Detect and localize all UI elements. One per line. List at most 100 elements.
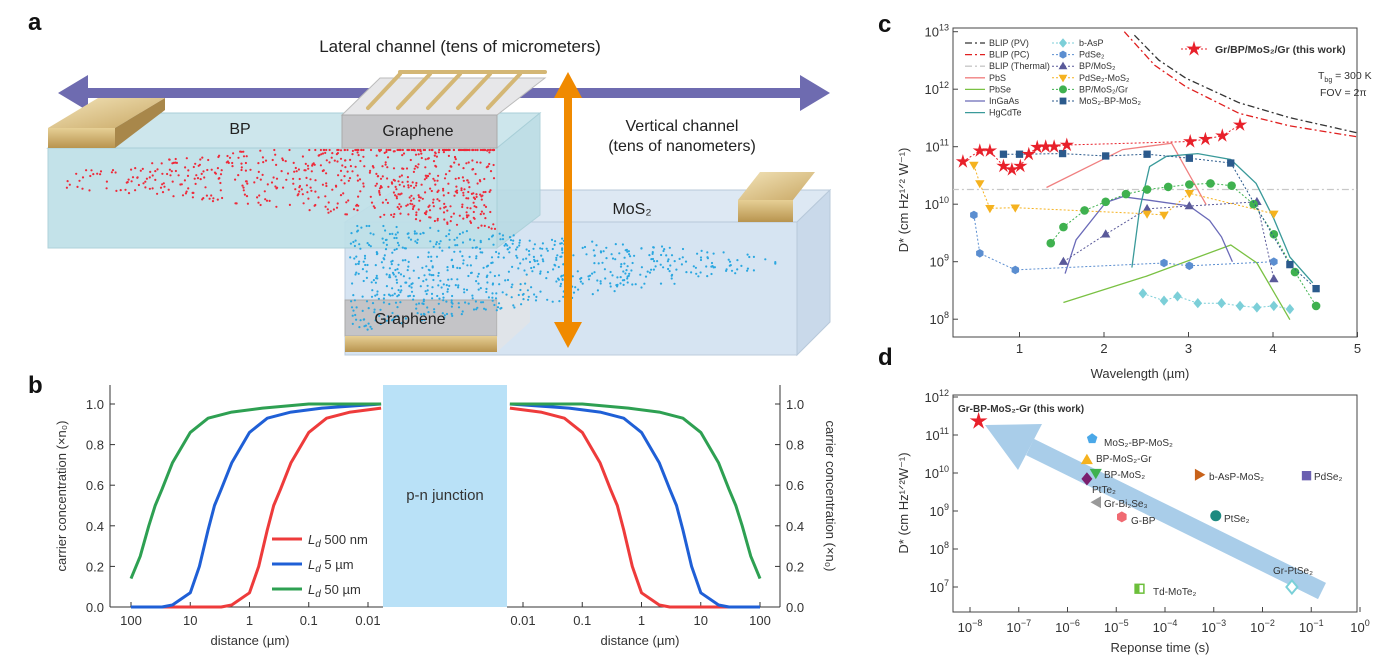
- hole-dot: [324, 205, 327, 208]
- series-connector: [1050, 182, 1317, 307]
- electron-dot: [426, 289, 429, 292]
- electron-dot: [373, 308, 376, 311]
- electron-dot: [396, 268, 399, 271]
- hole-dot: [435, 155, 438, 158]
- electron-dot: [599, 282, 602, 285]
- electron-dot: [572, 291, 576, 294]
- hole-dot: [428, 209, 432, 212]
- hole-dot: [424, 158, 427, 161]
- hole-dot: [195, 174, 198, 177]
- electron-dot: [517, 267, 520, 270]
- hole-dot: [193, 177, 196, 180]
- electron-dot: [405, 281, 408, 284]
- electron-dot: [518, 244, 521, 247]
- electron-dot: [483, 307, 486, 310]
- electron-dot: [560, 255, 563, 258]
- hole-dot: [139, 169, 142, 172]
- hole-dot: [415, 213, 418, 217]
- hole-dot: [411, 181, 414, 184]
- hole-dot: [398, 207, 401, 210]
- hole-dot: [327, 201, 330, 204]
- hole-dot: [281, 159, 285, 162]
- electron-dot: [410, 290, 414, 293]
- electron-dot: [355, 255, 358, 258]
- hole-dot: [389, 148, 392, 152]
- star-marker: [1215, 128, 1230, 142]
- electron-dot: [517, 293, 520, 297]
- lateral-channel-label: Lateral channel (tens of micrometers): [319, 37, 601, 56]
- electron-dot: [681, 247, 685, 251]
- hole-dot: [244, 180, 248, 183]
- hole-dot: [448, 169, 451, 173]
- electron-dot: [504, 279, 507, 282]
- hole-dot: [396, 206, 399, 209]
- hole-dot: [462, 179, 465, 182]
- hole-dot: [339, 194, 343, 197]
- hole-dot: [405, 167, 409, 170]
- electron-dot: [624, 272, 627, 275]
- electron-dot: [375, 274, 378, 277]
- hole-dot: [356, 148, 359, 152]
- electron-dot: [391, 294, 394, 297]
- hole-dot: [336, 160, 339, 163]
- electron-dot: [430, 259, 433, 263]
- electron-dot: [400, 289, 403, 292]
- hole-dot: [362, 182, 365, 185]
- electron-dot: [553, 243, 556, 246]
- electron-dot: [685, 271, 688, 274]
- electron-dot: [482, 266, 485, 269]
- electron-dot: [388, 267, 391, 270]
- hole-dot: [343, 148, 346, 152]
- electron-dot: [480, 301, 483, 304]
- diamond-marker: [1235, 300, 1245, 312]
- electron-dot: [746, 269, 749, 272]
- hole-dot: [148, 187, 151, 190]
- x-axis-title-right: distance (µm): [600, 633, 679, 648]
- legend-label: BLIP (PC): [989, 50, 1029, 60]
- electron-dot: [557, 277, 560, 280]
- hole-dot: [460, 148, 463, 152]
- electron-dot: [479, 287, 482, 290]
- hole-dot: [114, 171, 117, 174]
- electron-dot: [459, 250, 462, 253]
- hole-dot: [419, 148, 422, 152]
- electron-dot: [522, 298, 525, 301]
- electron-dot: [399, 285, 402, 288]
- hole-dot: [301, 155, 304, 158]
- electron-dot: [407, 295, 410, 298]
- hole-dot: [469, 221, 473, 224]
- hole-dot: [75, 172, 78, 175]
- hole-dot: [76, 185, 79, 188]
- hole-dot: [409, 184, 413, 187]
- hole-dot: [88, 189, 91, 192]
- electron-dot: [493, 303, 496, 307]
- hole-dot: [390, 213, 393, 216]
- hole-dot: [184, 166, 187, 169]
- triangle-up-marker: [1058, 256, 1069, 265]
- hole-dot: [385, 150, 388, 153]
- hole-dot: [490, 227, 493, 230]
- electron-dot: [427, 251, 430, 254]
- hole-dot: [246, 202, 249, 205]
- electron-dot: [546, 271, 550, 274]
- hole-dot: [308, 209, 311, 212]
- electron-dot: [477, 282, 480, 285]
- electron-dot: [705, 265, 708, 268]
- electron-dot: [445, 300, 448, 303]
- electron-dot: [497, 252, 500, 255]
- electron-dot: [532, 266, 536, 269]
- hole-dot: [200, 172, 203, 175]
- electron-dot: [382, 257, 385, 260]
- hole-dot: [261, 173, 264, 176]
- electron-dot: [536, 259, 539, 262]
- electron-dot: [555, 258, 558, 261]
- hole-dot: [151, 174, 154, 177]
- electron-dot: [490, 261, 493, 265]
- hole-dot: [249, 168, 252, 171]
- diamond-open-marker: [1285, 578, 1299, 596]
- hole-dot: [292, 177, 295, 180]
- legend-label: HgCdTe: [989, 108, 1022, 118]
- hole-dot: [398, 183, 401, 186]
- point-label: G-BP: [1131, 516, 1156, 527]
- electron-dot: [681, 256, 684, 259]
